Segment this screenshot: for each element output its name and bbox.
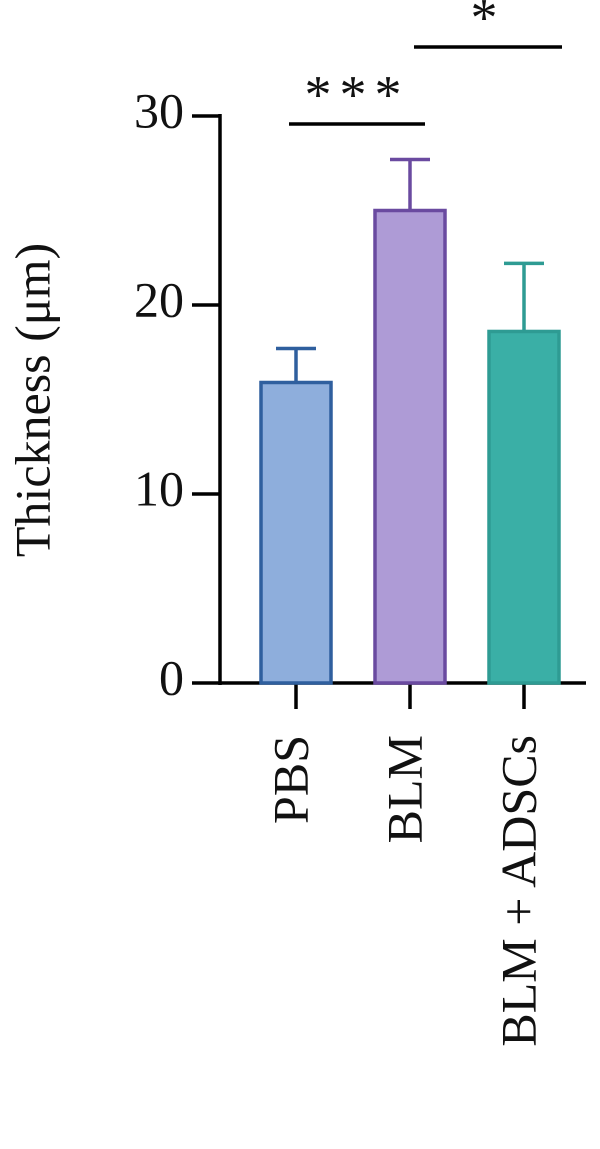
y-axis-label: Thickness (μm)	[4, 243, 60, 557]
y-tick-label: 20	[134, 271, 184, 327]
y-tick-label: 30	[134, 82, 184, 138]
bar	[487, 329, 561, 685]
x-tick-label: BLM + ADSCs	[490, 735, 546, 1047]
bar	[373, 208, 447, 685]
y-tick-label: 10	[134, 460, 184, 516]
significance-label: *	[471, 0, 506, 47]
y-tick-label: 0	[159, 649, 184, 705]
bar	[259, 380, 333, 685]
x-tick-label: BLM	[376, 735, 432, 843]
x-tick-label: PBS	[262, 735, 318, 824]
significance-label: ***	[305, 64, 410, 124]
